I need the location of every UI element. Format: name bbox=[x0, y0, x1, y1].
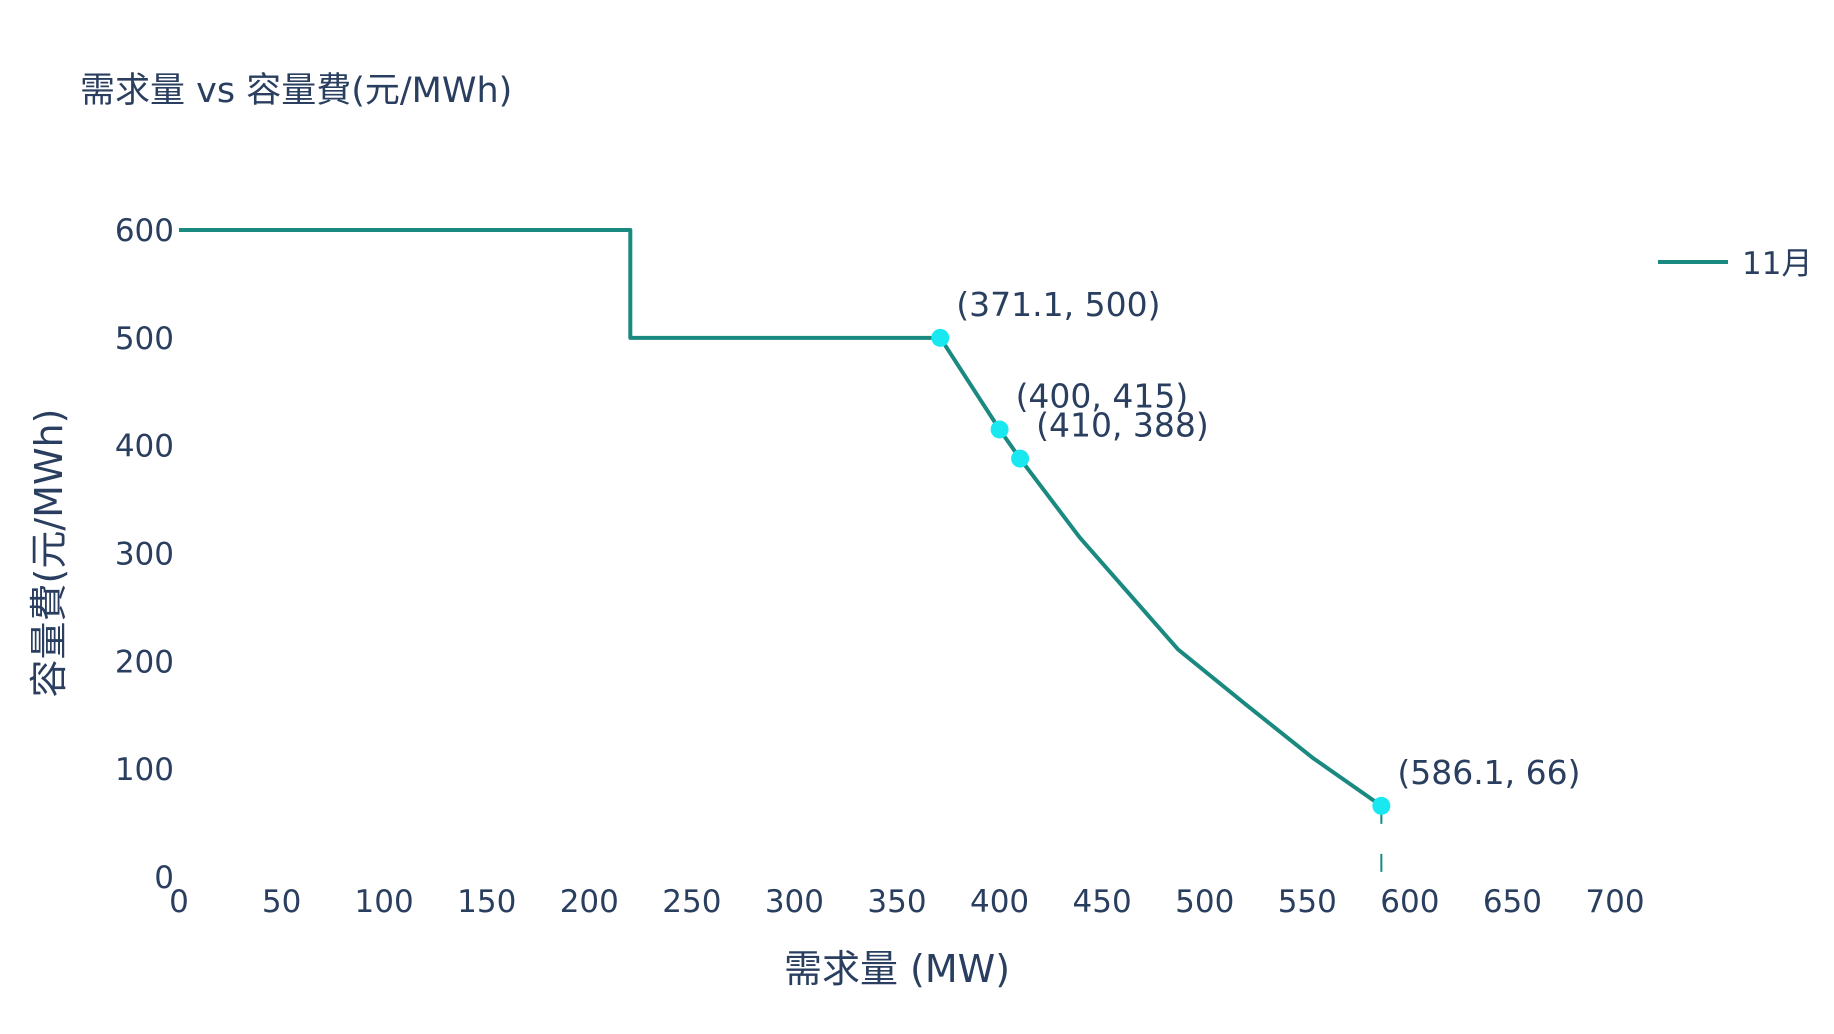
y-tick-label: 600 bbox=[115, 213, 174, 249]
x-tick-label: 50 bbox=[262, 884, 301, 920]
x-tick-label: 500 bbox=[1175, 884, 1234, 920]
x-tick-label: 100 bbox=[355, 884, 414, 920]
data-point-label: (586.1, 66) bbox=[1397, 753, 1580, 792]
data-point-label: (400, 415) bbox=[1016, 376, 1189, 415]
y-tick-label: 500 bbox=[115, 321, 174, 357]
x-tick-label: 250 bbox=[662, 884, 721, 920]
axis-ticks: 0 50 100 150 200 250 300 350 400 450 500 550 600 650 7… bbox=[115, 213, 1645, 920]
series-line bbox=[179, 228, 1383, 808]
y-tick-label: 100 bbox=[115, 752, 174, 788]
x-tick-label: 300 bbox=[765, 884, 824, 920]
x-tick-label: 350 bbox=[867, 884, 926, 920]
x-tick-label: 700 bbox=[1585, 884, 1644, 920]
x-tick-label: 600 bbox=[1380, 884, 1439, 920]
y-tick-label: 400 bbox=[115, 429, 174, 465]
chart-title: 需求量 vs 容量費(元/MWh) bbox=[80, 71, 512, 111]
y-axis-label: 容量費(元/MWh) bbox=[27, 409, 71, 698]
legend-label: 11月 bbox=[1742, 246, 1812, 282]
legend[interactable]: 11月 bbox=[1658, 246, 1812, 282]
y-tick-label: 0 bbox=[154, 860, 174, 896]
x-axis-label: 需求量 (MW) bbox=[784, 947, 1010, 991]
data-point-marker[interactable] bbox=[931, 328, 950, 347]
data-point-label: (410, 388) bbox=[1036, 406, 1209, 445]
data-point-marker[interactable] bbox=[1011, 449, 1030, 468]
plot-area: (371.1, 500) (400, 415)(410, 388) (586.1, … bbox=[179, 228, 1581, 877]
y-tick-label: 200 bbox=[115, 644, 174, 680]
x-tick-label: 400 bbox=[970, 884, 1029, 920]
x-tick-label: 150 bbox=[457, 884, 516, 920]
x-tick-label: 0 bbox=[169, 884, 189, 920]
data-point-marker[interactable] bbox=[990, 420, 1009, 439]
x-tick-label: 450 bbox=[1073, 884, 1132, 920]
x-tick-label: 550 bbox=[1278, 884, 1337, 920]
x-tick-label: 650 bbox=[1483, 884, 1542, 920]
x-tick-label: 200 bbox=[560, 884, 619, 920]
data-point-label: (371.1, 500) bbox=[956, 285, 1160, 324]
data-point-marker[interactable] bbox=[1372, 796, 1391, 815]
y-tick-label: 300 bbox=[115, 537, 174, 573]
